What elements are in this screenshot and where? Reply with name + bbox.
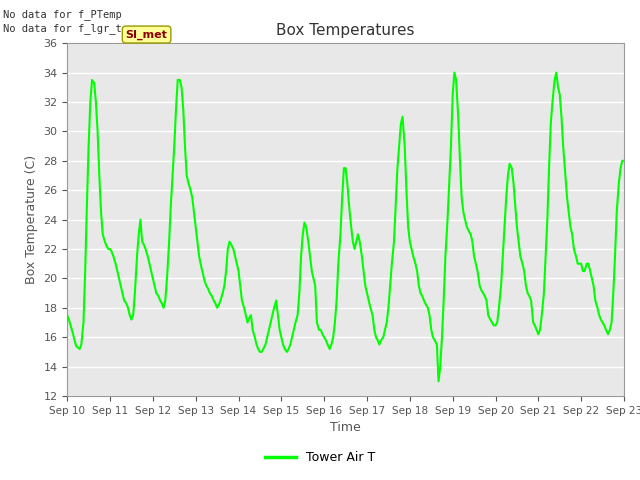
Text: SI_met: SI_met	[125, 29, 168, 40]
Title: Box Temperatures: Box Temperatures	[276, 23, 415, 38]
Legend: Tower Air T: Tower Air T	[260, 446, 380, 469]
Y-axis label: Box Temperature (C): Box Temperature (C)	[25, 155, 38, 284]
Text: No data for f_PTemp: No data for f_PTemp	[3, 9, 122, 20]
X-axis label: Time: Time	[330, 421, 361, 434]
Text: No data for f_lgr_t: No data for f_lgr_t	[3, 23, 122, 34]
